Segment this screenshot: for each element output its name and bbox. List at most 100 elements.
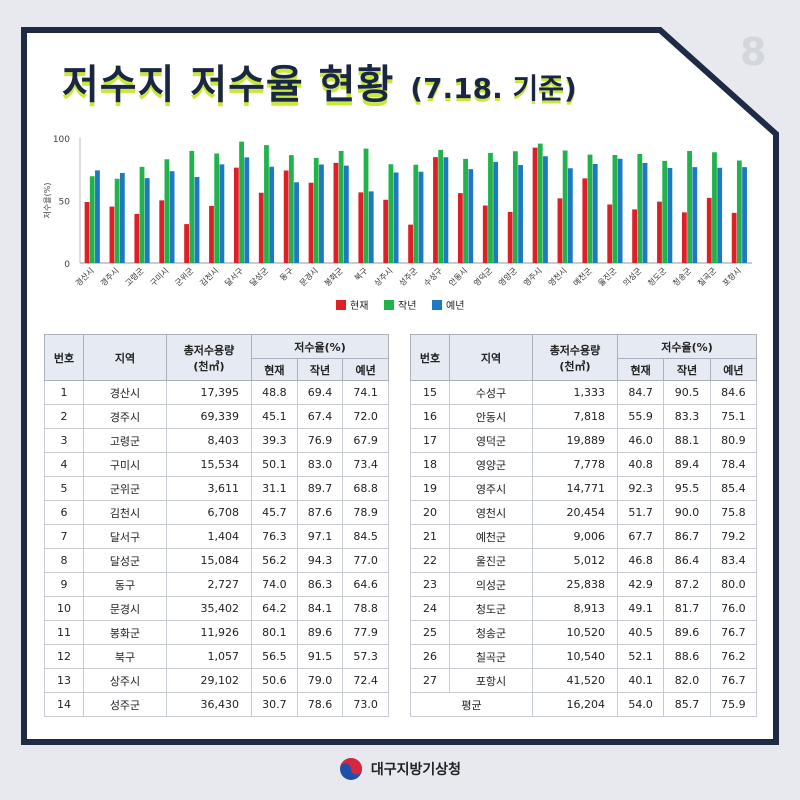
- bar-예년-영주시: [543, 156, 548, 263]
- row-region: 청도군: [449, 596, 533, 621]
- row-current: 51.7: [616, 500, 665, 525]
- header-capacity-label: 총저수용량: [549, 343, 601, 357]
- row-number: 7: [44, 524, 84, 549]
- bar-현재-경산시: [84, 202, 90, 263]
- bar-작년-문경시: [313, 157, 319, 263]
- header-rate: 저수율(%): [617, 334, 757, 359]
- row-capacity: 15,084: [166, 548, 252, 573]
- row-region: 영덕군: [449, 428, 533, 453]
- bar-예년-고령군: [144, 178, 150, 263]
- row-current: 49.1: [616, 596, 665, 621]
- row-last-year: 90.5: [663, 380, 711, 405]
- row-current: 76.3: [251, 524, 298, 549]
- bar-현재-경주시: [109, 206, 115, 263]
- bar-현재-영주시: [532, 147, 538, 263]
- bar-작년-북구: [363, 148, 369, 263]
- page-subtitle: (7.18. 기준): [410, 72, 577, 105]
- bar-예년-울진군: [617, 158, 623, 263]
- table-row: 2 경주시 69,339 45.1 67.4 72.0: [44, 404, 389, 429]
- header-normal: 예년: [709, 358, 758, 381]
- row-current: 92.3: [616, 476, 665, 501]
- row-normal: 76.2: [709, 644, 758, 669]
- bar-작년-경산시: [89, 176, 95, 263]
- row-capacity: 10,540: [532, 644, 618, 669]
- row-current: 55.9: [616, 404, 665, 429]
- table-row: 4 구미시 15,534 50.1 83.0 73.4: [44, 452, 389, 477]
- row-normal: 75.8: [709, 500, 758, 525]
- row-current: 39.3: [251, 428, 298, 453]
- row-capacity: 35,402: [166, 596, 252, 621]
- row-capacity: 20,454: [532, 500, 618, 525]
- bar-현재-청도군: [657, 201, 662, 263]
- table-row: 26 칠곡군 10,540 52.1 88.6 76.2: [410, 644, 758, 669]
- x-tick-label: 청송군: [671, 266, 693, 288]
- row-region: 영천시: [449, 500, 533, 525]
- row-normal: 79.2: [709, 524, 758, 549]
- x-tick-label: 영양군: [496, 265, 519, 288]
- row-last-year: 76.9: [296, 428, 344, 453]
- row-number: 10: [44, 596, 84, 621]
- row-region: 영주시: [449, 476, 533, 501]
- row-number: 25: [410, 620, 450, 645]
- row-number: 1: [44, 380, 84, 405]
- header-current: 현재: [251, 358, 298, 381]
- data-table-right: 번호 지역 총저수용량 (천㎥) 저수율(%) 현재 작년 예년 15 수성구 1,…: [410, 334, 758, 717]
- row-last-year: 89.6: [296, 620, 344, 645]
- row-normal: 84.6: [709, 380, 758, 405]
- row-capacity: 5,012: [532, 548, 618, 573]
- row-last-year: 91.5: [296, 644, 344, 669]
- table-row: 11 봉화군 11,926 80.1 89.6 77.9: [44, 620, 389, 645]
- row-normal: 64.6: [342, 572, 389, 597]
- header-capacity-label: 총저수용량: [183, 343, 235, 357]
- bar-현재-달성군: [258, 192, 264, 263]
- row-normal: 73.0: [342, 692, 389, 717]
- row-current: 45.7: [251, 500, 298, 525]
- row-current: 42.9: [616, 572, 665, 597]
- bar-현재-칠곡군: [706, 197, 712, 263]
- row-last-year: 89.7: [296, 476, 344, 501]
- x-tick-label: 영천시: [546, 265, 569, 288]
- row-last-year: 83.3: [663, 404, 711, 429]
- title-block: 저수지 저수율 현황 (7.18. 기준): [62, 52, 577, 112]
- bar-작년-영덕군: [488, 152, 493, 263]
- row-last-year: 86.7: [663, 524, 711, 549]
- bar-예년-문경시: [319, 164, 324, 263]
- bar-작년-달서구: [239, 141, 244, 263]
- row-capacity: 25,838: [532, 572, 618, 597]
- page-title: 저수지 저수율 현황: [62, 62, 395, 108]
- bar-작년-고령군: [139, 166, 145, 263]
- page-number: 8: [740, 30, 767, 74]
- bar-예년-봉화군: [343, 165, 349, 263]
- row-capacity: 36,430: [166, 692, 252, 717]
- bar-현재-문경시: [308, 182, 314, 263]
- x-tick-label: 군위군: [173, 266, 195, 288]
- row-number: 27: [410, 668, 450, 693]
- row-number: 22: [410, 548, 450, 573]
- y-tick-label: 0: [64, 260, 70, 270]
- header-capacity-unit: (천㎥): [193, 359, 225, 373]
- table-row: 24 청도군 8,913 49.1 81.7 76.0: [410, 596, 758, 621]
- row-capacity: 3,611: [166, 476, 252, 501]
- row-capacity: 17,395: [166, 380, 252, 405]
- row-current: 48.8: [251, 380, 298, 405]
- header-region: 지역: [449, 334, 533, 381]
- row-region: 안동시: [449, 404, 533, 429]
- bar-작년-봉화군: [338, 151, 344, 263]
- row-region: 성주군: [83, 692, 167, 717]
- row-capacity: 14,771: [532, 476, 618, 501]
- bar-예년-예천군: [592, 164, 598, 263]
- table-row: 7 달서구 1,404 76.3 97.1 84.5: [44, 524, 389, 549]
- row-number: 24: [410, 596, 450, 621]
- row-number: 14: [44, 692, 84, 717]
- row-capacity: 19,889: [532, 428, 618, 453]
- data-table-left: 번호 지역 총저수용량 (천㎥) 저수율(%) 현재 작년 예년 1 경산시 17,…: [44, 334, 389, 717]
- x-tick-label: 안동시: [446, 265, 469, 288]
- row-number: 15: [410, 380, 450, 405]
- average-last-year: 85.7: [663, 692, 711, 717]
- bar-작년-달성군: [264, 145, 269, 263]
- bar-현재-예천군: [582, 178, 588, 263]
- bar-예년-성주군: [418, 171, 424, 263]
- table-row: 1 경산시 17,395 48.8 69.4 74.1: [44, 380, 389, 405]
- table-row: 15 수성구 1,333 84.7 90.5 84.6: [410, 380, 758, 405]
- bar-예년-의성군: [642, 163, 648, 263]
